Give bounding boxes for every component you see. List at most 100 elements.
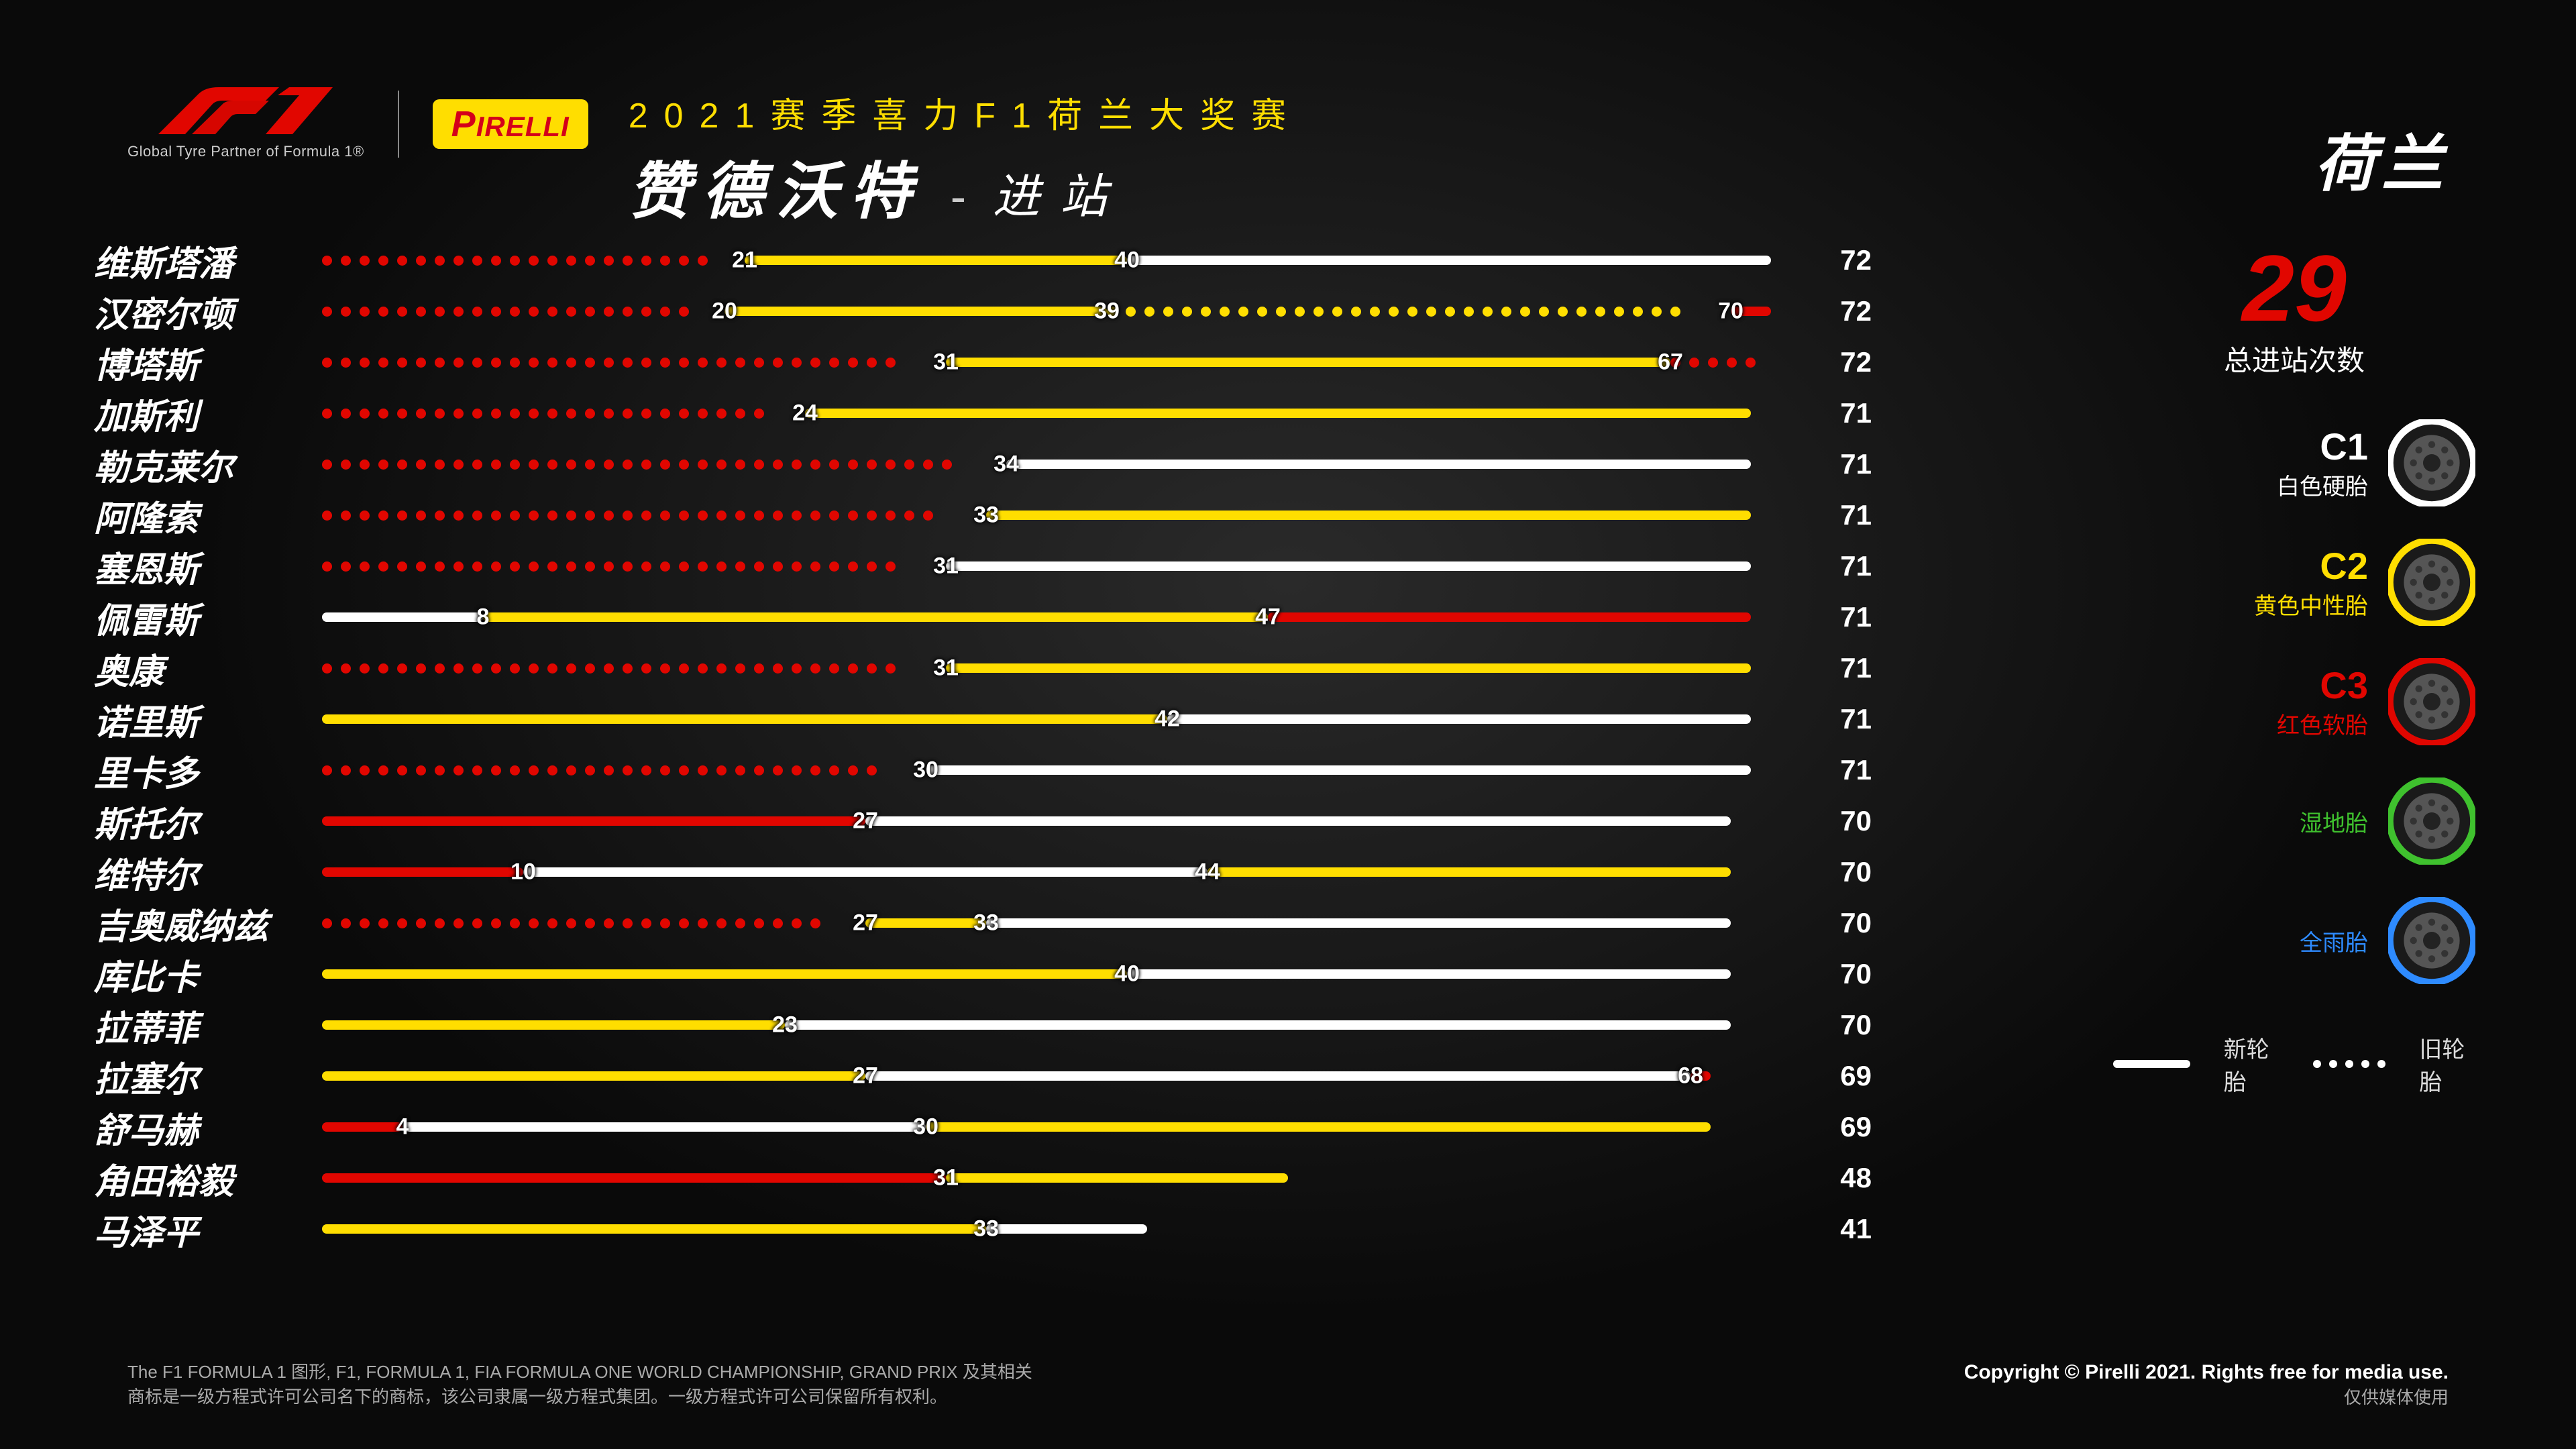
stint-track: 27 — [322, 808, 1771, 835]
new-tyre-icon — [2113, 1060, 2190, 1068]
old-tyre-label: 旧轮胎 — [2419, 1031, 2475, 1097]
stint-new — [724, 307, 1107, 316]
driver-name: 拉塞尔 — [94, 1051, 309, 1102]
stint-track: 1044 — [322, 859, 1771, 885]
driver-name: 诺里斯 — [94, 694, 309, 745]
f1-logo-icon — [158, 87, 333, 138]
tyre-desc: 湿地胎 — [2300, 805, 2368, 838]
driver-name: 角田裕毅 — [94, 1153, 309, 1203]
stint-new — [926, 765, 1751, 775]
driver-row: 勒克莱尔3471 — [94, 439, 1872, 490]
stint-new — [946, 1173, 1288, 1183]
tyre-icon — [2388, 658, 2475, 745]
total-stops-value: 29 — [2242, 241, 2347, 335]
stint-new — [402, 1122, 926, 1132]
stint-track: 31 — [322, 655, 1771, 682]
pitstop-lap-label: 20 — [712, 299, 737, 325]
tyre-legend-row: C1白色硬胎 — [2113, 419, 2475, 506]
stint-new — [785, 1020, 1731, 1030]
pitstop-chart: 维斯塔潘214072汉密尔顿20397072博塔斯316772加斯利2471勒克… — [94, 235, 1872, 1254]
pitstop-lap-label: 70 — [1718, 299, 1743, 325]
stint-track: 34 — [322, 451, 1771, 478]
driver-row: 马泽平3341 — [94, 1203, 1872, 1254]
driver-name: 阿隆索 — [94, 490, 309, 541]
final-lap: 70 — [1791, 958, 1872, 990]
pitstop-lap-label: 68 — [1678, 1063, 1703, 1089]
final-lap: 41 — [1791, 1213, 1872, 1245]
f1-logo: Global Tyre Partner of Formula 1® — [127, 87, 364, 160]
driver-name: 拉蒂菲 — [94, 1000, 309, 1051]
driver-row: 阿隆索3371 — [94, 490, 1872, 541]
stint-used — [322, 458, 1006, 471]
tyre-legend-row: 全雨胎 — [2113, 897, 2475, 984]
driver-row: 斯托尔2770 — [94, 796, 1872, 847]
tyre-desc: 红色软胎 — [2277, 707, 2368, 740]
chart-type-title: 进站 — [993, 159, 1127, 227]
stint-track: 33 — [322, 502, 1771, 529]
stint-new — [986, 511, 1751, 520]
logo-divider — [398, 91, 399, 158]
tyre-desc: 黄色中性胎 — [2254, 588, 2368, 621]
final-lap: 48 — [1791, 1162, 1872, 1194]
stint-new — [745, 256, 1127, 265]
stint-track: 3167 — [322, 349, 1771, 376]
stint-new — [1127, 256, 1771, 265]
driver-name: 汉密尔顿 — [94, 286, 309, 337]
final-lap: 69 — [1791, 1111, 1872, 1143]
final-lap: 70 — [1791, 856, 1872, 888]
driver-row: 汉密尔顿 20 39 70 72 — [94, 286, 1872, 337]
stint-new — [322, 612, 483, 622]
stint-track: 33 — [322, 1216, 1771, 1242]
stint-used — [322, 508, 986, 522]
tyre-desc: 白色硬胎 — [2277, 468, 2368, 501]
final-lap: 72 — [1791, 346, 1872, 378]
stint-track: 30 — [322, 757, 1771, 784]
driver-name: 吉奥威纳兹 — [94, 898, 309, 949]
tyre-legend-row: C2黄色中性胎 — [2113, 539, 2475, 626]
pitstop-lap-label: 39 — [1094, 299, 1120, 325]
tyre-legend-row: 湿地胎 — [2113, 777, 2475, 865]
stint-used — [322, 305, 724, 318]
tyre-legend: C1白色硬胎 C2黄色中性胎 C3红色软胎 湿地胎 全雨胎 — [2113, 419, 2475, 984]
stint-used — [322, 356, 946, 369]
stint-new — [865, 816, 1731, 826]
driver-row: 库比卡4070 — [94, 949, 1872, 1000]
pitstop-lap-label: 31 — [933, 655, 959, 682]
stint-new — [946, 663, 1751, 673]
pitstop-lap-label: 33 — [973, 502, 999, 529]
old-tyre-icon — [2313, 1060, 2385, 1068]
driver-row: 维斯塔潘214072 — [94, 235, 1872, 286]
driver-name: 奥康 — [94, 643, 309, 694]
event-subtitle: 2021赛季喜力F1荷兰大奖赛 — [629, 87, 1302, 138]
driver-row: 诺里斯4271 — [94, 694, 1872, 745]
pirelli-logo: PIRELLI — [433, 99, 588, 149]
stint-track: 24 — [322, 400, 1771, 427]
final-lap: 70 — [1791, 907, 1872, 939]
stint-new — [322, 1020, 785, 1030]
driver-name: 库比卡 — [94, 949, 309, 1000]
pitstop-lap-label: 23 — [772, 1012, 798, 1038]
driver-row: 加斯利2471 — [94, 388, 1872, 439]
final-lap: 71 — [1791, 397, 1872, 429]
stint-new — [946, 561, 1751, 571]
driver-name: 塞恩斯 — [94, 541, 309, 592]
final-lap: 70 — [1791, 1009, 1872, 1041]
stint-new — [926, 1122, 1711, 1132]
pitstop-lap-label: 24 — [792, 400, 818, 427]
tyre-text: C3红色软胎 — [2277, 663, 2368, 740]
stint-track: 31 — [322, 1165, 1771, 1191]
pitstop-lap-label: 27 — [853, 808, 878, 835]
stint-used — [322, 916, 865, 930]
pitstop-lap-label: 10 — [511, 859, 536, 885]
tyre-icon — [2388, 539, 2475, 626]
pitstop-lap-label: 31 — [933, 350, 959, 376]
stint-used — [1107, 305, 1731, 318]
driver-row: 舒马赫43069 — [94, 1102, 1872, 1152]
driver-row: 拉塞尔276869 — [94, 1051, 1872, 1102]
stint-used — [322, 407, 805, 420]
footer-legal: The F1 FORMULA 1 图形, F1, FORMULA 1, FIA … — [127, 1360, 1032, 1409]
pitstop-lap-label: 33 — [973, 910, 999, 936]
pitstop-lap-label: 8 — [477, 604, 490, 631]
tyre-legend-row: C3红色软胎 — [2113, 658, 2475, 745]
final-lap: 72 — [1791, 295, 1872, 327]
